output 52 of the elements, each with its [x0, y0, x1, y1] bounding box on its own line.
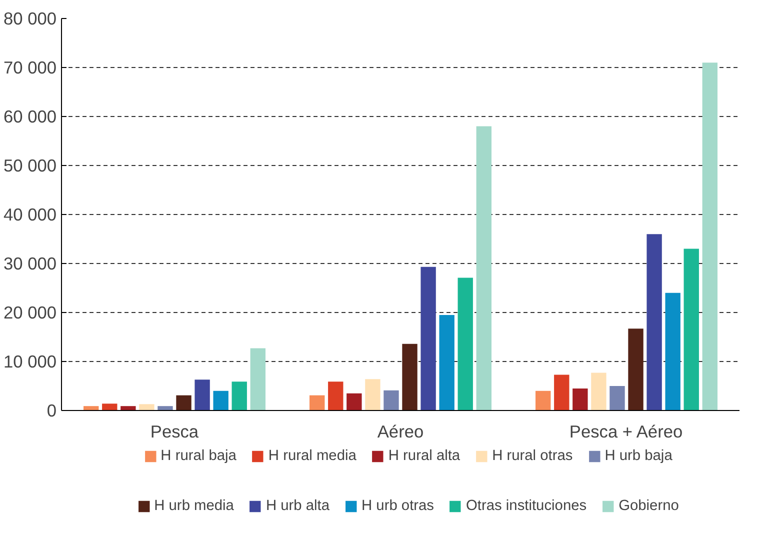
x-tick-label: Pesca + Aéreo [569, 422, 683, 442]
bar [476, 126, 492, 410]
bar [84, 406, 99, 410]
bar [458, 278, 473, 410]
legend-label: H urb media [154, 498, 234, 514]
bar [591, 372, 606, 410]
y-tick-label: 20 000 [4, 302, 56, 322]
bar [328, 382, 344, 410]
bar [213, 390, 228, 410]
bar [158, 406, 173, 410]
legend-label: Otras instituciones [466, 498, 587, 514]
y-tick-label: 50 000 [4, 156, 56, 176]
legend-label: H rural otras [492, 448, 573, 464]
legend-label: H urb alta [266, 498, 330, 514]
bar [194, 380, 210, 410]
bar [572, 388, 588, 410]
bar [120, 406, 136, 410]
bar [665, 292, 680, 410]
bar [384, 390, 399, 410]
bar [702, 62, 718, 410]
legend-label: H urb otras [362, 498, 434, 514]
bar [536, 390, 551, 410]
bar [420, 266, 436, 410]
legend-label: H rural media [268, 448, 356, 464]
y-tick-label: 80 000 [4, 8, 56, 28]
bar [176, 395, 192, 410]
y-tick-label: 60 000 [4, 106, 56, 126]
bar [402, 344, 418, 410]
bar [139, 404, 154, 410]
y-tick-label: 30 000 [4, 254, 56, 274]
legend-label: H rural alta [388, 448, 460, 464]
x-tick-label: Aéreo [377, 422, 424, 442]
bar [365, 379, 380, 410]
y-tick-label: 70 000 [4, 58, 56, 78]
y-tick-label: 0 [46, 400, 57, 420]
legend-label: H urb baja [604, 448, 672, 464]
y-tick-label: 10 000 [4, 352, 56, 372]
bar [628, 328, 644, 410]
bar [554, 374, 570, 410]
y-tick-label: 40 000 [4, 204, 56, 224]
bar [346, 393, 362, 410]
legend-label: Gobierno [618, 498, 679, 514]
bar [439, 314, 454, 410]
bar [232, 382, 247, 410]
bar [684, 248, 699, 410]
bar [102, 404, 118, 410]
bar [310, 395, 325, 410]
legend-label: H rural baja [160, 448, 236, 464]
bar [610, 386, 625, 410]
bar [646, 234, 662, 410]
bar [250, 348, 266, 410]
x-tick-label: Pesca [150, 422, 199, 442]
